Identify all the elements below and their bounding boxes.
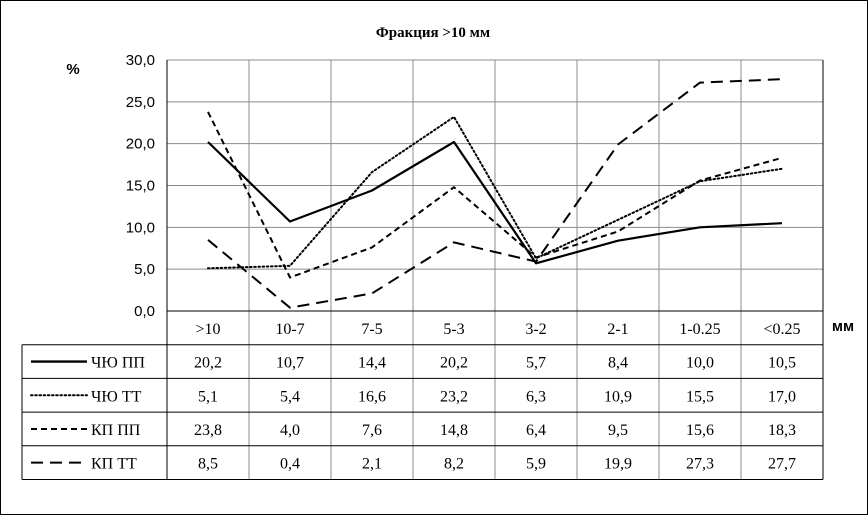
data-label: 23,8: [194, 422, 222, 439]
chart-title: Фракция >10 мм: [376, 25, 490, 41]
data-table: >10 10-7 7-5 5-3 3-2 2-1 1-0.25 <0.25 ЧЮ ПП 20,2 1…: [21, 310, 823, 480]
data-label: 23,2: [440, 388, 468, 405]
data-label: 7,6: [362, 422, 382, 439]
series-line-2: [207, 115, 783, 270]
data-label: 5,9: [526, 456, 546, 473]
x-tick-label: >10: [195, 321, 220, 338]
y-tick-label: 30,0: [126, 52, 155, 69]
data-label: 20,2: [194, 355, 222, 372]
data-label: 8,5: [198, 456, 218, 473]
x-tick-label: 1-0.25: [679, 321, 720, 338]
y-tick-label: 5,0: [134, 261, 155, 278]
data-label: 5,4: [280, 388, 300, 405]
data-label: 6,4: [526, 422, 546, 439]
data-label: 27,7: [768, 456, 796, 473]
y-tick-label: 25,0: [126, 94, 155, 111]
data-label: 15,6: [686, 422, 714, 439]
data-label: 10,7: [276, 355, 304, 372]
legend-label-2: ЧЮ ТТ: [91, 388, 142, 405]
data-label: 14,4: [358, 355, 386, 372]
x-tick-label: 10-7: [275, 321, 304, 338]
gridlines: [166, 59, 824, 480]
data-label: 20,2: [440, 355, 468, 372]
data-label: 8,4: [608, 355, 628, 372]
data-label: 2,1: [362, 456, 382, 473]
x-axis-unit-label: мм: [832, 318, 854, 335]
series-lines: [207, 78, 783, 309]
legend-label-4: КП ТТ: [91, 456, 137, 473]
data-label: 16,6: [358, 388, 386, 405]
x-tick-label: 7-5: [361, 321, 382, 338]
data-label: 10,0: [686, 355, 714, 372]
y-tick-label: 0,0: [134, 303, 155, 320]
data-label: 18,3: [768, 422, 796, 439]
data-label: 9,5: [608, 422, 628, 439]
y-tick-label: 20,0: [126, 136, 155, 153]
data-label: 5,7: [526, 355, 546, 372]
x-tick-label: <0.25: [763, 321, 800, 338]
data-label: 5,1: [198, 388, 218, 405]
y-tick-label: 15,0: [126, 178, 155, 195]
series-line-1: [207, 140, 783, 265]
data-label: 6,3: [526, 388, 546, 405]
data-label: 0,4: [280, 456, 300, 473]
data-label: 4,0: [280, 422, 300, 439]
x-tick-label: 3-2: [525, 321, 546, 338]
legend-label-3: КП ПП: [91, 422, 141, 439]
data-label: 17,0: [768, 388, 796, 405]
y-axis-ticks: 0,0 5,0 10,0 15,0 20,0 25,0 30,0: [126, 52, 155, 320]
data-label: 14,8: [440, 422, 468, 439]
series-line-4: [207, 78, 783, 309]
data-label: 10,5: [768, 355, 796, 372]
data-label: 8,2: [444, 456, 464, 473]
x-tick-label: 5-3: [443, 321, 464, 338]
x-tick-label: 2-1: [607, 321, 628, 338]
y-axis-label: %: [66, 61, 79, 78]
y-tick-label: 10,0: [126, 219, 155, 236]
data-label: 27,3: [686, 456, 714, 473]
data-label: 15,5: [686, 388, 714, 405]
data-label: 10,9: [604, 388, 632, 405]
legend-label-1: ЧЮ ПП: [91, 355, 145, 372]
data-label: 19,9: [604, 456, 632, 473]
